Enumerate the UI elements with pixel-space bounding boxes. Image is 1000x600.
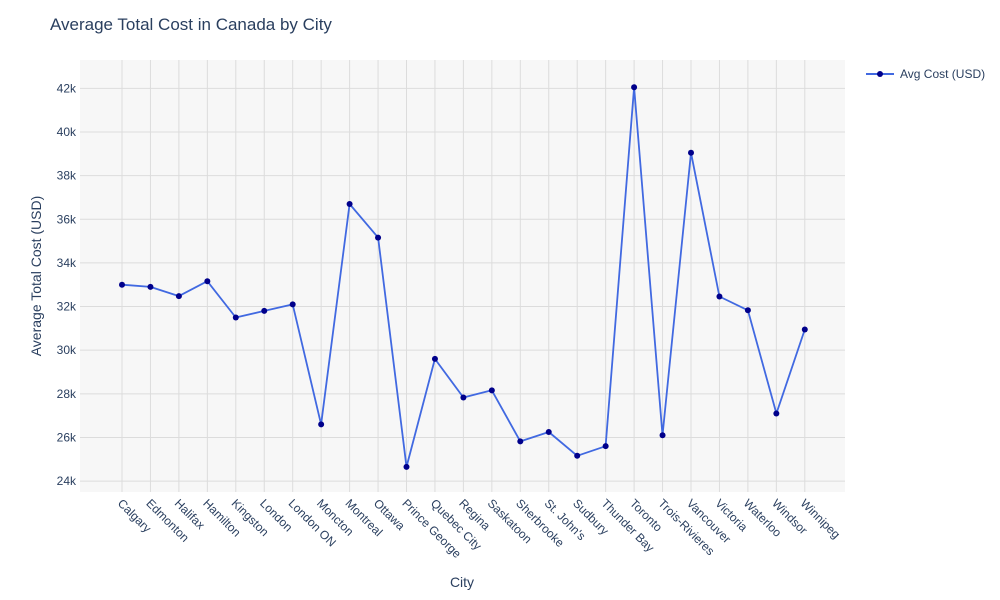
y-tick-label: 24k bbox=[57, 474, 77, 488]
x-tick-label: Winnipeg bbox=[798, 496, 843, 541]
y-tick-label: 30k bbox=[57, 343, 77, 357]
y-tick-label: 38k bbox=[57, 169, 77, 183]
data-point bbox=[659, 432, 666, 439]
data-point bbox=[545, 429, 552, 435]
data-point bbox=[431, 355, 438, 362]
x-axis-ticks: CalgaryEdmontonHalifaxHamiltonKingstonLo… bbox=[115, 496, 843, 561]
data-point bbox=[631, 84, 638, 91]
data-point bbox=[375, 234, 382, 241]
data-point bbox=[318, 421, 325, 428]
data-point bbox=[204, 278, 211, 285]
data-point bbox=[147, 283, 154, 290]
data-point bbox=[289, 301, 296, 308]
data-point bbox=[488, 387, 495, 394]
y-tick-label: 36k bbox=[57, 212, 77, 226]
legend-label: Avg Cost (USD) bbox=[900, 67, 985, 81]
legend[interactable]: Avg Cost (USD) bbox=[866, 67, 985, 81]
y-axis-title: Average Total Cost (USD) bbox=[28, 196, 44, 357]
y-tick-label: 26k bbox=[57, 430, 77, 444]
y-tick-label: 40k bbox=[57, 125, 77, 139]
data-point bbox=[261, 307, 268, 314]
data-point bbox=[346, 201, 353, 207]
data-point bbox=[175, 293, 182, 300]
data-point bbox=[517, 438, 524, 445]
data-point bbox=[801, 326, 808, 333]
y-tick-label: 42k bbox=[57, 81, 77, 95]
y-axis-ticks: 24k 26k 28k 30k 32k 34k 36k 38k 40k 42k bbox=[57, 81, 77, 488]
data-point bbox=[773, 410, 780, 417]
x-axis-title: City bbox=[450, 574, 474, 590]
legend-marker-swatch bbox=[877, 71, 883, 77]
data-point bbox=[574, 452, 581, 459]
data-point bbox=[119, 281, 125, 288]
y-tick-label: 32k bbox=[57, 300, 77, 314]
plot-background bbox=[80, 60, 845, 492]
series-layer bbox=[119, 84, 808, 470]
chart-title: Average Total Cost in Canada by City bbox=[50, 15, 332, 34]
data-point bbox=[688, 149, 694, 156]
data-point bbox=[602, 443, 609, 450]
data-point bbox=[716, 293, 723, 300]
data-point bbox=[403, 463, 410, 470]
data-point bbox=[744, 307, 751, 314]
x-gridlines bbox=[121, 60, 806, 492]
y-tick-label: 28k bbox=[57, 387, 77, 401]
y-tick-label: 34k bbox=[57, 256, 77, 270]
data-point bbox=[460, 394, 467, 401]
data-point bbox=[232, 314, 239, 321]
